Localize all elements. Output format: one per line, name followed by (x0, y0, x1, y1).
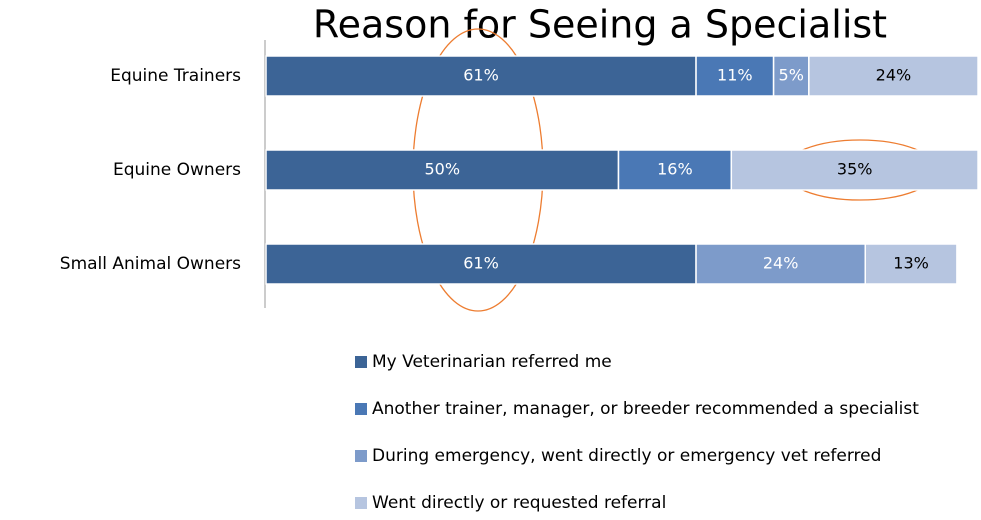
bar-segment (730, 149, 979, 191)
data-label: 50% (424, 160, 460, 179)
chart-title: Reason for Seeing a Specialist (313, 3, 887, 47)
legend-swatch (355, 356, 367, 368)
bar-segment (864, 243, 958, 285)
data-label: 13% (893, 254, 929, 273)
data-label: 61% (463, 254, 499, 273)
data-label: 5% (779, 66, 804, 85)
data-label: 11% (717, 66, 753, 85)
y-tick-label: Equine Owners (113, 160, 241, 180)
bar-segment (695, 55, 775, 97)
data-label: 61% (463, 66, 499, 85)
bar-segment (772, 55, 810, 97)
legend-swatch (355, 403, 367, 415)
data-label: 24% (763, 254, 799, 273)
bar-segment (265, 243, 697, 285)
data-label: 35% (837, 160, 873, 179)
legend-swatch (355, 497, 367, 509)
bar-segment (808, 55, 979, 97)
legend-label: Another trainer, manager, or breeder rec… (372, 399, 919, 419)
legend-label: Went directly or requested referral (372, 493, 666, 513)
bar-segment (265, 55, 697, 97)
legend-label: During emergency, went directly or emerg… (372, 446, 881, 466)
data-label: 24% (876, 66, 912, 85)
data-label: 16% (657, 160, 693, 179)
bar-segment (695, 243, 866, 285)
y-tick-label: Equine Trainers (110, 66, 241, 86)
legend-label: My Veterinarian referred me (372, 352, 612, 372)
y-tick-label: Small Animal Owners (60, 254, 241, 274)
legend-swatch (355, 450, 367, 462)
